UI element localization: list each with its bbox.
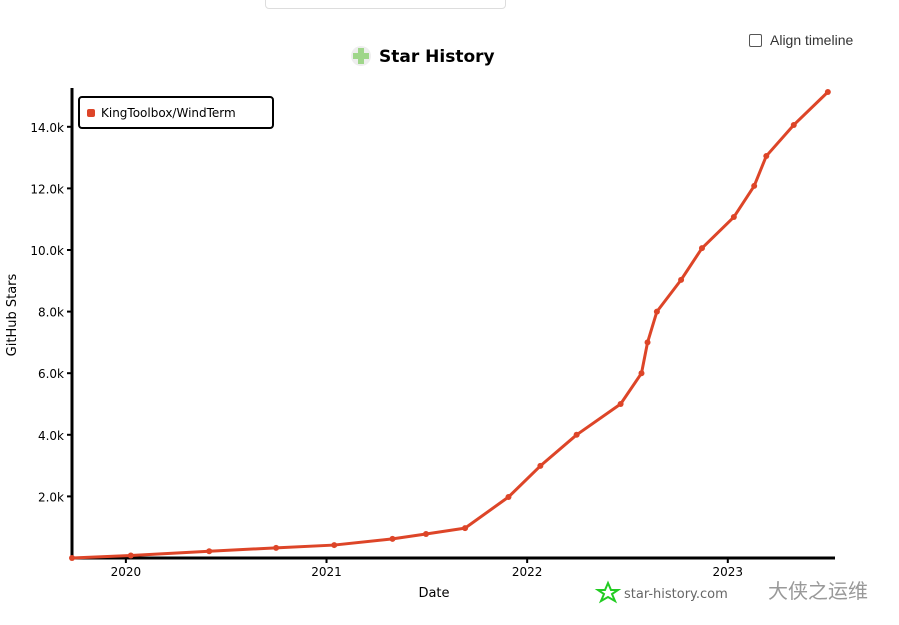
data-point: [573, 431, 580, 438]
watermark-overlay: 大侠之运维: [768, 579, 868, 603]
y-tick-label: 8.0k: [38, 306, 64, 320]
series-line: [71, 90, 829, 560]
title-logo-icon: [351, 46, 371, 66]
data-point: [617, 401, 624, 407]
data-point: [751, 182, 758, 189]
data-point: [638, 370, 645, 377]
data-point: [824, 88, 831, 95]
chart-title: Star History: [379, 47, 495, 67]
star-icon: [594, 580, 622, 604]
y-tick-label: 14.0k: [30, 121, 64, 135]
y-tick-label: 4.0k: [38, 429, 64, 443]
x-tick-label: 2023: [713, 565, 744, 579]
search-input[interactable]: [265, 0, 506, 9]
data-point: [644, 339, 651, 346]
y-tick-label: 2.0k: [38, 490, 64, 504]
legend: KingToolbox/WindTerm: [78, 96, 274, 129]
watermark: star-history.com 大侠之运维: [594, 579, 868, 604]
data-point: [653, 308, 660, 315]
data-point: [537, 462, 544, 469]
y-axis-label: GitHub Stars: [5, 273, 20, 356]
y-tick-label: 12.0k: [30, 182, 64, 196]
y-tick-label: 6.0k: [38, 367, 64, 381]
align-timeline-label: Align timeline: [770, 32, 854, 48]
y-tick-label: 10.0k: [30, 244, 64, 258]
legend-entry: KingToolbox/WindTerm: [101, 106, 236, 120]
x-tick-label: 2022: [512, 565, 543, 579]
data-point: [698, 245, 705, 252]
data-point: [206, 548, 213, 555]
data-point: [389, 535, 396, 542]
data-point: [462, 525, 469, 532]
x-axis-label: Date: [418, 586, 449, 601]
watermark-site: star-history.com: [624, 587, 728, 602]
data-point: [505, 494, 512, 501]
data-point: [678, 276, 685, 283]
align-timeline-checkbox[interactable]: [749, 33, 762, 47]
legend-swatch: [87, 109, 95, 117]
align-timeline-toggle[interactable]: Align timeline: [749, 32, 853, 48]
data-point: [763, 153, 770, 160]
data-point: [273, 544, 280, 551]
data-point: [730, 214, 737, 221]
x-tick-label: 2021: [311, 565, 342, 579]
data-point: [127, 552, 134, 559]
data-point: [790, 121, 797, 128]
data-point: [331, 542, 338, 549]
x-tick-label: 2020: [111, 565, 142, 579]
data-point: [69, 555, 75, 561]
data-point: [423, 530, 430, 537]
